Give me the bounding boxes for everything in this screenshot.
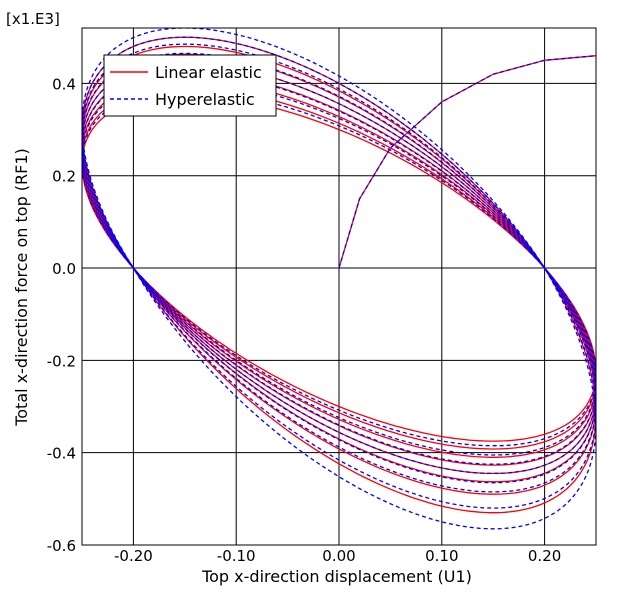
hysteresis-loop (82, 71, 596, 465)
y-tick-label: 0.4 (52, 75, 76, 93)
hysteresis-loop (82, 28, 596, 530)
hysteresis-loop (82, 78, 596, 458)
x-tick-label: 0.10 (425, 547, 458, 565)
y-tick-label: -0.4 (47, 445, 76, 463)
initial-loading-line (338, 55, 596, 269)
legend-box (103, 54, 277, 117)
plot-series (82, 28, 596, 530)
legend-label-linear-elastic: Linear elastic (155, 63, 262, 82)
y-tick-label: 0.0 (52, 260, 76, 278)
y-axis-multiplier: [x1.E3] (6, 10, 60, 28)
y-tick-label: 0.2 (52, 168, 76, 186)
hysteresis-loop (82, 94, 596, 442)
hysteresis-loop (82, 80, 596, 456)
hysteresis-loop (82, 36, 596, 509)
hysteresis-loop (82, 89, 596, 447)
hysteresis-loop (82, 86, 596, 450)
hysteresis-loop (82, 61, 596, 475)
series-hyperelastic (82, 28, 596, 530)
x-tick-label: -0.10 (217, 547, 256, 565)
y-tick-label: -0.2 (47, 352, 76, 370)
legend: Linear elastic Hyperelastic (103, 54, 277, 117)
plot-frame (81, 27, 597, 546)
x-tick-label: 0.00 (322, 547, 355, 565)
initial-loading-line (338, 55, 596, 269)
hysteresis-loop (82, 52, 596, 484)
x-tick-label: 0.20 (528, 547, 561, 565)
hysteresis-loop (82, 43, 596, 493)
y-tick-label: -0.6 (47, 537, 76, 555)
x-tick-label: -0.20 (114, 547, 153, 565)
legend-label-hyperelastic: Hyperelastic (155, 90, 255, 109)
tick-labels: -0.20 -0.10 0.00 0.10 0.20 -0.6 -0.4 -0.2 0.0 0.2… (47, 75, 562, 565)
y-axis-label: Total x-direction force on top (RF1) (12, 148, 31, 427)
x-axis-label: Top x-direction displacement (U1) (201, 567, 472, 586)
